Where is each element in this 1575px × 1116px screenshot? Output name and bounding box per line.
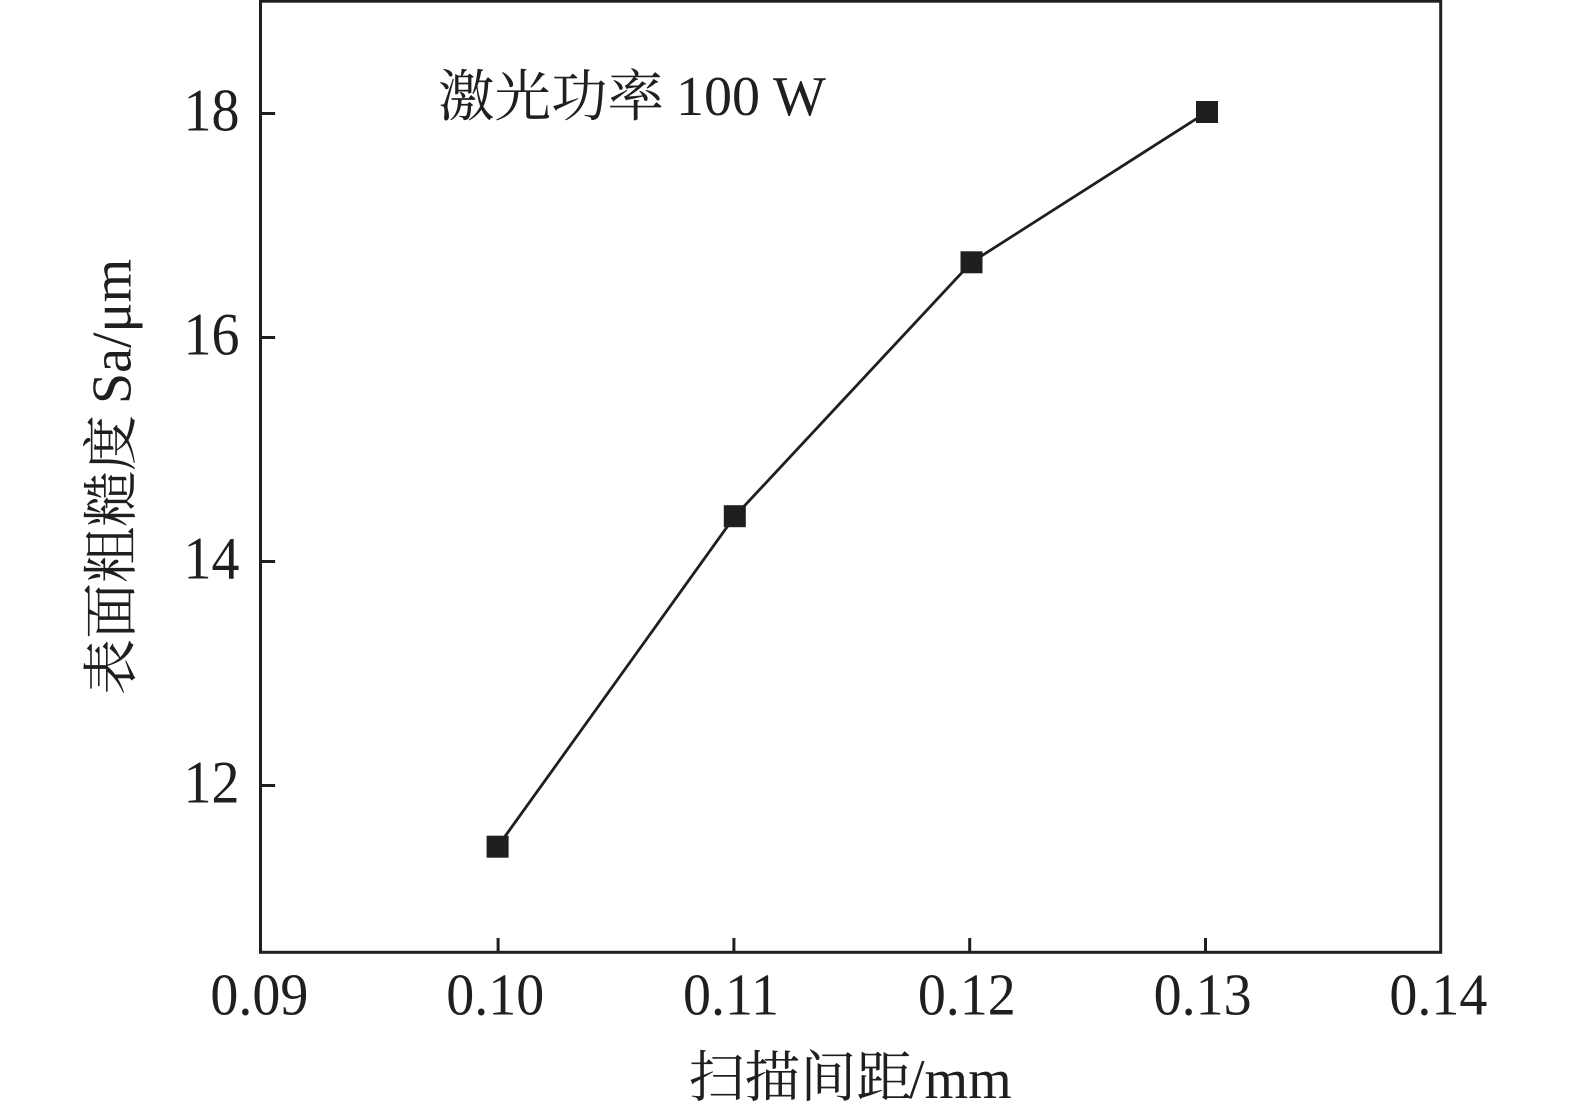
svg-text:Sa/μm: Sa/μm <box>82 259 144 404</box>
svg-text:0.09: 0.09 <box>210 963 308 1028</box>
svg-text:0.12: 0.12 <box>918 963 1016 1028</box>
svg-text:0.10: 0.10 <box>446 963 544 1028</box>
svg-text:16: 16 <box>184 301 240 368</box>
svg-text:/mm: /mm <box>909 1049 1012 1111</box>
svg-text:0.13: 0.13 <box>1154 963 1252 1028</box>
svg-text:18: 18 <box>184 77 240 144</box>
svg-text:0.14: 0.14 <box>1389 963 1487 1028</box>
svg-text:14: 14 <box>184 525 240 592</box>
svg-text:12: 12 <box>184 749 240 816</box>
svg-text:0.11: 0.11 <box>683 963 779 1028</box>
svg-text:100 W: 100 W <box>676 66 826 128</box>
